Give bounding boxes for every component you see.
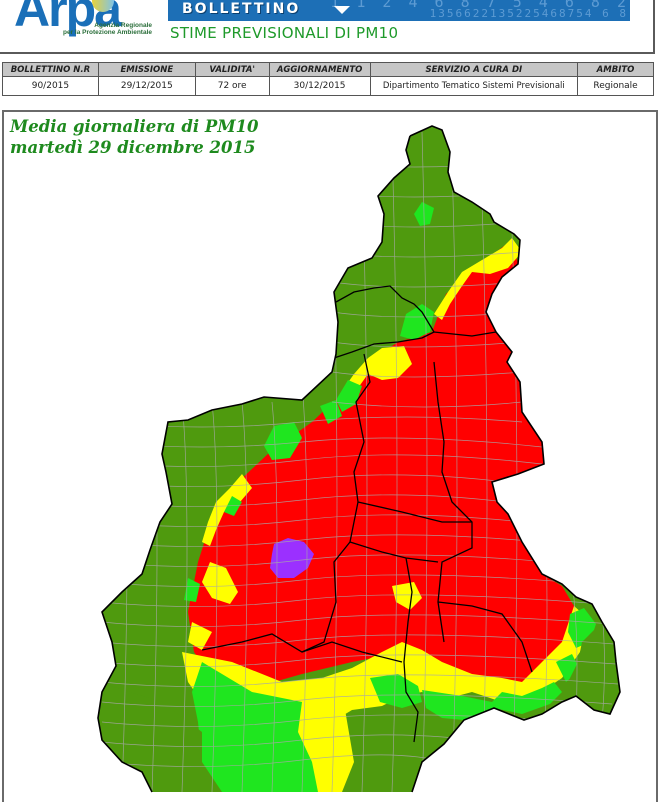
zone-yellow-north xyxy=(434,238,522,320)
banner-digits-decoration: 1 1 2 4 6 8 7 5 4 6 8 2 xyxy=(330,0,630,11)
value-ambito: Regionale xyxy=(577,76,654,96)
header-validita: VALIDITA' xyxy=(194,62,270,77)
map-title-line1: Media giornaliera di PM10 xyxy=(10,117,259,136)
header-servizio: SERVIZIO A CURA DI xyxy=(369,62,579,77)
page-subtitle: STIME PREVISIONALI DI PM10 xyxy=(170,24,399,42)
bollettino-banner[interactable]: 1 1 2 4 6 8 7 5 4 6 8 2 1356622135225468… xyxy=(168,0,630,21)
value-bollettino-nr: 90/2015 xyxy=(2,76,99,96)
logo-subtitle-line2: per la Protezione Ambientale xyxy=(63,29,152,36)
value-aggiornamento: 30/12/2015 xyxy=(268,76,371,96)
region-border xyxy=(97,125,621,793)
header-emissione: EMISSIONE xyxy=(97,62,196,77)
map-title: Media giornaliera di PM10 martedì 29 dic… xyxy=(10,116,259,158)
banner-title: BOLLETTINO xyxy=(182,1,301,17)
page-header: Arpa Agenzia Regionale per la Protezione… xyxy=(0,0,655,54)
map-title-line2: martedì 29 dicembre 2015 xyxy=(10,138,256,157)
header-ambito: AMBITO xyxy=(577,62,654,77)
value-validita: 72 ore xyxy=(194,76,270,96)
bulletin-info-table: BOLLETTINO N.R EMISSIONE VALIDITA' AGGIO… xyxy=(2,62,654,96)
logo-swoosh-icon xyxy=(92,0,114,12)
header-aggiornamento: AGGIORNAMENTO xyxy=(268,62,371,77)
map-panel: Media giornaliera di PM10 martedì 29 dic… xyxy=(2,110,658,802)
banner-digits-decoration-2: 1356622135225468754 6 8 xyxy=(429,7,628,20)
value-servizio: Dipartimento Tematico Sistemi Previsiona… xyxy=(369,76,579,96)
logo-subtitle: Agenzia Regionale per la Protezione Ambi… xyxy=(46,22,152,36)
pm10-map[interactable] xyxy=(4,112,656,802)
table-header-row: BOLLETTINO N.R EMISSIONE VALIDITA' AGGIO… xyxy=(2,62,654,77)
header-bollettino-nr: BOLLETTINO N.R xyxy=(2,62,99,77)
zone-purple-torino xyxy=(270,538,314,578)
value-emissione: 29/12/2015 xyxy=(97,76,196,96)
table-row: 90/2015 29/12/2015 72 ore 30/12/2015 Dip… xyxy=(2,76,654,96)
chevron-down-icon[interactable] xyxy=(334,6,350,14)
logo-subtitle-line1: Agenzia Regionale xyxy=(94,22,152,29)
